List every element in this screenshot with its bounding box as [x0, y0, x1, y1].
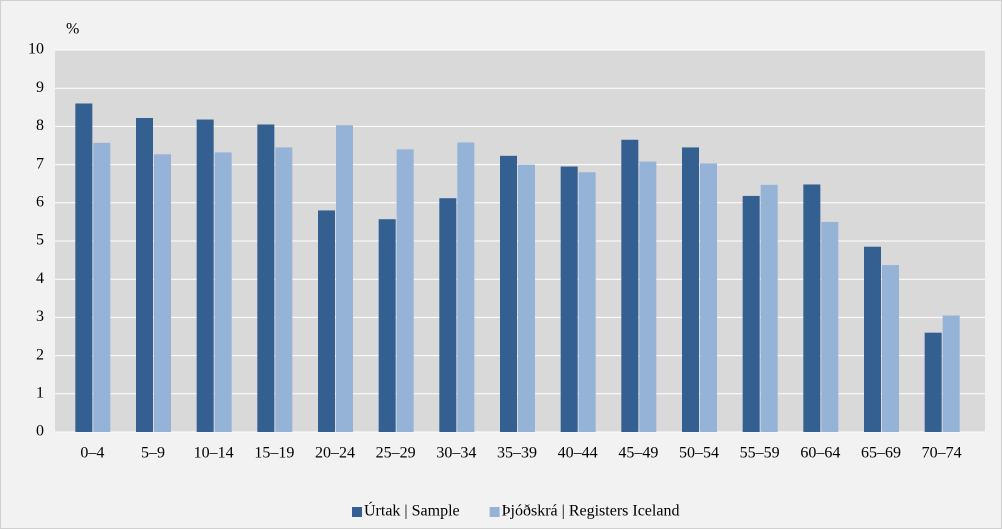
bar [396, 149, 414, 432]
x-tick-label: 20–24 [315, 445, 355, 462]
bar [942, 315, 960, 432]
y-tick-label: 9 [36, 79, 44, 96]
bar [378, 219, 396, 432]
y-tick-label: 8 [36, 117, 44, 134]
x-tick-label: 65–69 [861, 445, 901, 462]
y-tick-label: 6 [36, 193, 44, 210]
bar [214, 152, 232, 432]
y-axis-label: % [66, 21, 79, 38]
x-tick-label: 5–9 [141, 445, 165, 462]
x-tick-label: 45–49 [618, 445, 658, 462]
x-tick-label: 30–34 [436, 445, 476, 462]
y-tick-label: 0 [36, 423, 44, 440]
bar [275, 147, 293, 432]
bar [578, 172, 596, 433]
y-tick-label: 10 [28, 41, 44, 58]
y-tick-label: 7 [36, 155, 44, 172]
x-tick-label: 40–44 [558, 445, 598, 462]
x-tick-label: 25–29 [376, 445, 416, 462]
bar [136, 117, 153, 432]
legend-swatch [489, 507, 500, 517]
bar [924, 332, 942, 432]
bar [196, 119, 214, 433]
bar [93, 142, 111, 433]
bar [742, 195, 760, 432]
bar [154, 154, 171, 432]
bar [257, 124, 275, 433]
x-tick-label: 10–14 [194, 445, 234, 462]
y-tick-label: 5 [36, 232, 44, 249]
bar [700, 163, 717, 433]
legend-swatch [352, 507, 362, 517]
x-tick-label: 55–59 [740, 445, 780, 462]
bar [318, 210, 335, 432]
bar [803, 184, 821, 432]
x-tick-label: 15–19 [254, 445, 294, 462]
x-tick-label: 60–64 [800, 445, 840, 462]
bar [518, 164, 535, 432]
x-tick-label: 35–39 [497, 445, 537, 462]
bar [500, 155, 517, 432]
bar [560, 166, 578, 432]
legend-label: Þjóðskrá | Registers Iceland [502, 503, 680, 520]
bar [621, 139, 639, 432]
x-tick-label: 70–74 [922, 445, 962, 462]
y-tick-label: 2 [36, 346, 44, 363]
x-tick-label: 50–54 [679, 445, 719, 462]
bar [639, 161, 657, 432]
bar [760, 184, 778, 432]
bar [75, 103, 93, 432]
x-tick-label: 0–4 [80, 445, 104, 462]
bar [439, 198, 457, 432]
bar [336, 125, 353, 432]
bar [882, 265, 899, 432]
bar [682, 147, 699, 432]
bar [457, 142, 475, 432]
bar [864, 246, 881, 432]
bar [821, 221, 839, 432]
y-tick-label: 4 [36, 270, 44, 287]
y-tick-label: 1 [36, 384, 44, 401]
y-tick-label: 3 [36, 308, 44, 325]
legend-label: Úrtak | Sample [364, 501, 460, 520]
